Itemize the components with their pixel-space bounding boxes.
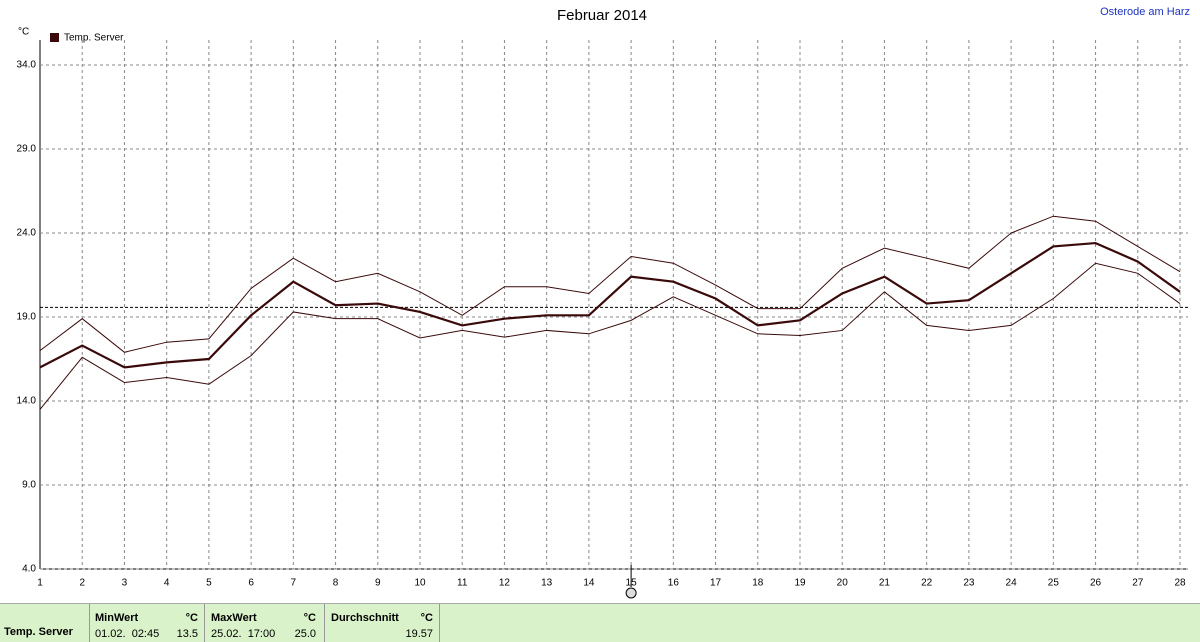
x-tick-label: 17 bbox=[710, 578, 722, 589]
x-tick-label: 5 bbox=[206, 578, 212, 589]
unit: °C bbox=[420, 612, 433, 624]
x-tick-label: 9 bbox=[375, 578, 381, 589]
y-tick-label: 19.0 bbox=[17, 312, 37, 323]
x-tick-label: 8 bbox=[333, 578, 339, 589]
location: Osterode am Harz bbox=[1100, 6, 1190, 18]
x-tick-label: 16 bbox=[668, 578, 680, 589]
header: Durchschnitt bbox=[331, 612, 399, 624]
x-tick-label: 18 bbox=[752, 578, 764, 589]
x-tick-label: 13 bbox=[541, 578, 553, 589]
row-label: Temp. Server bbox=[4, 626, 73, 638]
series-line bbox=[39, 262, 1181, 410]
unit: °C bbox=[185, 612, 198, 624]
value: 25.0 bbox=[294, 628, 316, 640]
today-marker bbox=[625, 587, 637, 599]
x-tick-label: 3 bbox=[122, 578, 128, 589]
y-tick-label: 14.0 bbox=[17, 396, 37, 407]
x-tick-label: 14 bbox=[583, 578, 595, 589]
y-tick-label: 29.0 bbox=[17, 144, 37, 155]
time: 01.02. 02:45 bbox=[95, 628, 160, 640]
x-tick-label: 23 bbox=[963, 578, 975, 589]
series-line bbox=[39, 241, 1181, 369]
x-tick-label: 10 bbox=[414, 578, 426, 589]
x-tick-label: 2 bbox=[79, 578, 85, 589]
chart-title: Februar 2014 bbox=[557, 7, 647, 24]
y-unit: °C bbox=[18, 27, 29, 38]
y-tick-label: 4.0 bbox=[22, 564, 36, 575]
x-tick-label: 22 bbox=[921, 578, 933, 589]
y-tick-label: 24.0 bbox=[17, 228, 37, 239]
value: 13.5 bbox=[176, 628, 198, 640]
legend-label: Temp. Server bbox=[64, 33, 124, 44]
x-tick-label: 21 bbox=[879, 578, 891, 589]
y-tick-label: 9.0 bbox=[22, 480, 36, 491]
series-line bbox=[39, 215, 1181, 353]
y-tick-label: 34.0 bbox=[17, 60, 37, 71]
x-tick-label: 26 bbox=[1090, 578, 1102, 589]
legend-swatch bbox=[50, 33, 59, 42]
chart: Februar 2014 Osterode am Harz °C 4.0 9.0 1… bbox=[17, 6, 1190, 599]
x-tick-label: 24 bbox=[1006, 578, 1018, 589]
x-tick-label: 6 bbox=[248, 578, 254, 589]
x-tick-label: 25 bbox=[1048, 578, 1060, 589]
time: 25.02. 17:00 bbox=[211, 628, 276, 640]
value: 19.57 bbox=[405, 628, 433, 640]
x-tick-label: 7 bbox=[291, 578, 297, 589]
x-tick-label: 4 bbox=[164, 578, 170, 589]
x-tick-label: 11 bbox=[457, 578, 468, 589]
header: MaxWert bbox=[211, 612, 257, 624]
x-tick-label: 19 bbox=[794, 578, 806, 589]
summary-table: Temp. Server MinWert °C 01.02. 02:45 13.… bbox=[0, 603, 1200, 642]
x-tick-label: 28 bbox=[1174, 578, 1186, 589]
x-tick-label: 20 bbox=[837, 578, 849, 589]
x-tick-label: 12 bbox=[499, 578, 511, 589]
x-tick-label: 1 bbox=[37, 578, 43, 589]
x-tick-label: 27 bbox=[1132, 578, 1144, 589]
header: MinWert bbox=[95, 612, 139, 624]
unit: °C bbox=[303, 612, 316, 624]
